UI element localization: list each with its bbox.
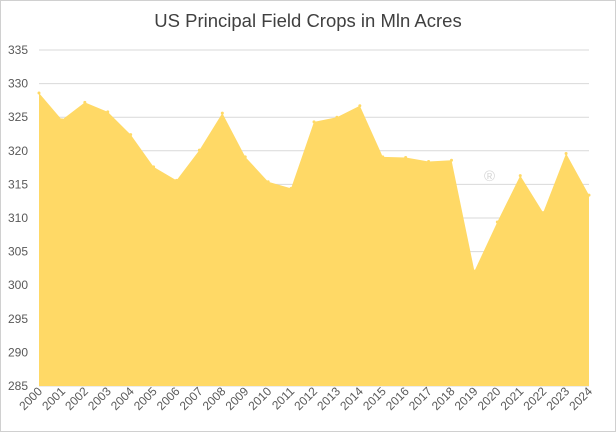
chart-title: US Principal Field Crops in Mln Acres	[154, 10, 462, 31]
data-point-2023	[564, 151, 568, 155]
data-point-2001	[60, 118, 64, 122]
data-point-2003	[106, 110, 110, 114]
x-tick-label: 2009	[223, 384, 252, 413]
data-point-2010	[266, 180, 270, 184]
data-point-2009	[243, 155, 247, 159]
data-point-2015	[381, 155, 385, 159]
y-tick-label: 290	[8, 345, 28, 359]
data-point-2016	[404, 156, 408, 160]
x-tick-label: 2018	[429, 384, 458, 413]
data-point-2012	[312, 120, 316, 124]
data-point-2017	[427, 160, 431, 164]
y-tick-label: 330	[8, 77, 28, 91]
y-tick-label: 295	[8, 312, 28, 326]
x-axis-ticks: 2000200120022003200420052006200720082009…	[16, 384, 595, 413]
area-fill	[39, 93, 589, 386]
y-tick-label: 320	[8, 144, 28, 158]
data-point-2000	[37, 91, 41, 95]
x-tick-label: 2010	[246, 384, 275, 413]
x-tick-label: 2023	[543, 384, 572, 413]
x-tick-label: 2020	[475, 384, 504, 413]
data-point-2014	[358, 104, 362, 108]
x-tick-label: 2004	[108, 384, 137, 413]
x-tick-label: 2002	[62, 384, 91, 413]
data-point-2022	[541, 211, 545, 215]
y-tick-label: 310	[8, 211, 28, 225]
x-tick-label: 2011	[269, 384, 297, 412]
x-tick-label: 2017	[406, 384, 435, 413]
data-point-2004	[129, 133, 133, 137]
x-tick-label: 2022	[521, 384, 550, 413]
x-tick-label: 2012	[291, 384, 320, 413]
x-tick-label: 2021	[498, 384, 527, 413]
y-tick-label: 300	[8, 278, 28, 292]
data-point-2006	[175, 178, 178, 182]
x-tick-label: 2024	[566, 384, 595, 413]
area-series	[37, 91, 591, 386]
data-point-2018	[450, 158, 453, 162]
y-tick-label: 315	[8, 177, 28, 191]
y-tick-label: 305	[8, 245, 28, 259]
data-point-2024	[587, 193, 591, 197]
data-point-2008	[220, 111, 224, 115]
x-tick-label: 2003	[85, 384, 114, 413]
x-tick-label: 2005	[131, 384, 160, 413]
x-tick-label: 2013	[314, 384, 343, 413]
x-tick-label: 2008	[200, 384, 229, 413]
x-tick-label: 2006	[154, 384, 183, 413]
x-tick-label: 2019	[452, 384, 481, 413]
data-point-2020	[495, 220, 499, 224]
data-point-2007	[197, 148, 201, 152]
x-tick-label: 2001	[39, 384, 68, 413]
x-tick-label: 2007	[177, 384, 206, 413]
data-point-2002	[83, 100, 87, 104]
x-tick-label: 2016	[383, 384, 412, 413]
y-axis-ticks: 285 290 295 300 305 310 315 320 325 330 335	[8, 43, 28, 393]
data-point-2013	[335, 115, 339, 119]
watermark-mark: ®	[484, 168, 495, 185]
x-tick-label: 2014	[337, 384, 366, 413]
y-tick-label: 335	[8, 43, 28, 57]
data-point-2011	[289, 186, 293, 190]
data-point-2021	[518, 174, 522, 178]
data-point-2005	[152, 165, 156, 169]
y-tick-label: 285	[8, 379, 28, 393]
y-tick-label: 325	[8, 110, 28, 124]
data-point-2019	[472, 269, 476, 273]
x-tick-label: 2015	[360, 384, 389, 413]
